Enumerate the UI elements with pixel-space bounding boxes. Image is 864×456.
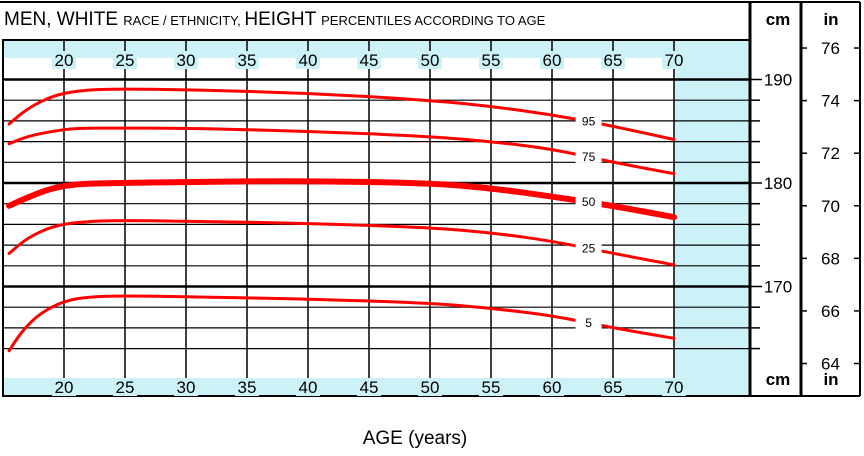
x-tick-knockout	[174, 378, 198, 396]
x-tick-knockout	[357, 51, 381, 69]
title-part-3: HEIGHT	[244, 9, 321, 30]
in-tick-label: 64	[821, 355, 840, 374]
x-tick-label-top: 25	[116, 51, 135, 70]
x-tick-knockout	[601, 378, 625, 396]
y-tick-labels: 190 180 170 76 74 72 70 68 66 64	[762, 39, 860, 374]
x-tick-knockout	[357, 378, 381, 396]
x-tick-knockout	[418, 378, 442, 396]
percentile-label-knockout	[575, 240, 602, 255]
x-tick-label-bottom: 20	[55, 378, 74, 397]
cm-tick-label: 190	[764, 71, 792, 90]
cm-unit-label: cm	[766, 10, 791, 29]
x-tick-label-bottom: 55	[482, 378, 501, 397]
x-tick-label-bottom: 40	[299, 378, 318, 397]
title-part-4: PERCENTILES ACCORDING TO AGE	[321, 13, 546, 28]
cm-tick-knockout	[762, 67, 794, 90]
percentile-line-5	[7, 294, 676, 353]
x-tick-knockout	[540, 51, 564, 69]
x-tick-knockout	[113, 51, 137, 69]
cm-tick-label: 170	[764, 278, 792, 297]
percentile-label-knockout	[575, 113, 602, 128]
x-tick-label-top: 65	[604, 51, 623, 70]
x-tick-label-bottom: 70	[665, 378, 684, 397]
x-tick-knockout	[235, 378, 259, 396]
x-tick-knockout	[662, 51, 686, 69]
x-tick-knockout	[296, 378, 320, 396]
in-tick-label: 76	[821, 39, 840, 58]
x-axis-label: AGE (years)	[363, 428, 468, 449]
in-unit-label: in	[823, 10, 838, 29]
cm-tick-knockout	[762, 171, 794, 193]
x-tick-label-top: 40	[299, 51, 318, 70]
x-tick-knockout	[113, 378, 137, 396]
x-tick-labels: 20 25 30 35 40 45 50 55 60 65 70 20 25 30 35 40 45 50 55 60…	[52, 51, 686, 397]
x-tick-label-top: 35	[238, 51, 257, 70]
bottom-cm-unit-label: cm	[766, 370, 791, 389]
x-tick-label-bottom: 65	[604, 378, 623, 397]
cm-tick-label: 180	[764, 174, 792, 193]
x-tick-label-bottom: 45	[360, 378, 379, 397]
chart-title: MEN, WHITE RACE / ETHNICITY, HEIGHT PERC…	[4, 9, 546, 30]
right-band	[674, 40, 750, 396]
percentile-label-knockout	[575, 314, 602, 329]
x-tick-label-top: 60	[543, 51, 562, 70]
x-tick-label-bottom: 60	[543, 378, 562, 397]
in-tick-label: 72	[821, 144, 840, 163]
x-tick-knockout	[662, 378, 686, 396]
bottom-in-unit-label: in	[823, 370, 838, 389]
x-tick-knockout	[174, 51, 198, 69]
cm-tick-knockout	[762, 274, 794, 297]
percentile-label-95: 95	[582, 115, 596, 129]
x-tick-knockout	[418, 51, 442, 69]
x-tick-label-bottom: 35	[238, 378, 257, 397]
x-tick-label-bottom: 30	[177, 378, 196, 397]
x-tick-label-top: 55	[482, 51, 501, 70]
x-tick-label-top: 30	[177, 51, 196, 70]
x-tick-knockout	[479, 378, 503, 396]
percentile-label-25: 25	[582, 241, 596, 255]
x-tick-knockout	[601, 51, 625, 69]
x-tick-label-top: 45	[360, 51, 379, 70]
x-tick-label-top: 70	[665, 51, 684, 70]
x-tick-knockout	[296, 51, 320, 69]
x-tick-knockout	[52, 378, 76, 396]
in-tick-label: 74	[821, 92, 840, 111]
x-tick-label-top: 20	[55, 51, 74, 70]
percentile-label-5: 5	[585, 316, 592, 330]
title-part-1: MEN, WHITE	[4, 9, 123, 30]
in-tick-label: 66	[821, 302, 840, 321]
x-tick-knockout	[479, 51, 503, 69]
percentile-labels: 95 75 50 25 5	[575, 113, 602, 330]
x-tick-knockout	[52, 51, 76, 69]
x-tick-knockout	[235, 51, 259, 69]
x-tick-label-bottom: 50	[421, 378, 440, 397]
percentile-label-50: 50	[582, 195, 596, 209]
x-tick-knockout	[540, 378, 564, 396]
plot-area-white	[3, 40, 750, 396]
title-part-2: RACE / ETHNICITY,	[123, 13, 244, 28]
percentile-label-knockout	[575, 194, 602, 209]
in-tick-label: 70	[821, 197, 840, 216]
percentile-label-75: 75	[582, 150, 596, 164]
x-tick-label-top: 50	[421, 51, 440, 70]
x-tick-label-bottom: 25	[116, 378, 135, 397]
in-tick-label: 68	[821, 249, 840, 268]
percentile-label-knockout	[575, 148, 602, 163]
